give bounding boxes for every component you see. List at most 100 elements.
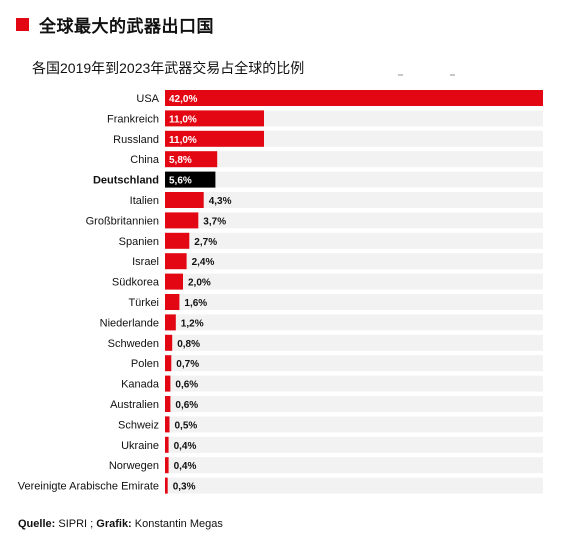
bar-row: Israel 2,4% — [132, 253, 543, 270]
bar-row: Niederlande 1,2% — [100, 314, 543, 331]
bar — [165, 355, 172, 372]
bar-row: China 5,8% — [130, 151, 543, 168]
bar-track — [165, 314, 543, 331]
value-label: 0,4% — [174, 441, 197, 452]
bar — [165, 232, 190, 249]
value-label: 5,8% — [169, 155, 192, 166]
bar-track — [165, 436, 543, 453]
category-label: Vereinigte Arabische Emirate — [18, 481, 159, 493]
category-label: Israel — [132, 256, 159, 268]
value-label: 11,0% — [169, 114, 197, 125]
bar-track — [165, 457, 543, 474]
bar — [165, 457, 169, 474]
graphic-label: Grafik: — [96, 518, 132, 530]
bar-track — [165, 171, 543, 188]
title-marker — [16, 17, 29, 31]
value-label: 42,0% — [169, 94, 197, 105]
bar-row: Türkei 1,6% — [128, 294, 543, 310]
category-label: USA — [136, 93, 159, 105]
bar-track — [165, 232, 543, 249]
value-label: 2,4% — [192, 257, 215, 268]
decor-mark — [450, 74, 455, 76]
value-label: 0,5% — [175, 420, 198, 431]
value-label: 0,3% — [173, 482, 196, 493]
source-value: SIPRI ; — [55, 518, 97, 530]
bar-track — [165, 151, 543, 168]
bar-row: Schweiz 0,5% — [118, 416, 543, 433]
category-label: Schweden — [108, 338, 159, 350]
category-label: Ukraine — [121, 440, 159, 452]
bar — [165, 416, 170, 433]
value-label: 2,7% — [194, 237, 217, 248]
chart-subtitle: 各国2019年到2023年武器交易占全球的比例 — [32, 60, 305, 76]
value-label: 0,7% — [176, 359, 199, 370]
source-label: Quelle: — [18, 518, 56, 530]
category-label: Italien — [130, 195, 159, 207]
bar — [165, 171, 216, 188]
value-label: 0,6% — [175, 380, 198, 391]
value-label: 5,6% — [169, 176, 192, 187]
bar — [165, 90, 543, 106]
bar-track — [165, 416, 543, 433]
bar-track — [165, 334, 543, 351]
bar-row: Spanien 2,7% — [119, 232, 543, 249]
category-label: Russland — [113, 134, 159, 146]
bar-track — [165, 212, 543, 229]
chart-header: 全球最大的武器出口国 — [16, 12, 214, 36]
bar-track — [165, 253, 543, 270]
category-label: Niederlande — [100, 317, 159, 329]
value-label: 1,6% — [184, 298, 207, 309]
category-label: Deutschland — [93, 175, 159, 187]
category-label: Südkorea — [112, 277, 160, 289]
bar-row: Ukraine 0,4% — [121, 436, 543, 453]
bar-row: Russland 11,0% — [113, 130, 543, 147]
bar — [165, 212, 199, 229]
bar-row: Kanada 0,6% — [121, 375, 543, 392]
category-label: Norwegen — [109, 460, 159, 472]
category-label: Türkei — [128, 297, 159, 309]
bar — [165, 334, 173, 351]
bar-row: Polen 0,7% — [131, 355, 543, 372]
value-label: 11,0% — [169, 135, 197, 146]
bar — [165, 477, 168, 494]
bar-row: Deutschland 5,6% — [93, 171, 543, 188]
bar — [165, 294, 180, 310]
bar — [165, 436, 169, 453]
bar-track — [165, 396, 543, 412]
category-label: China — [130, 154, 160, 166]
bar — [165, 273, 183, 290]
bar-row: USA 42,0% — [136, 90, 543, 106]
value-label: 1,2% — [181, 318, 204, 329]
category-label: Schweiz — [118, 419, 159, 431]
bar-track — [165, 192, 543, 208]
category-label: Australien — [110, 399, 159, 411]
bar-row: Norwegen 0,4% — [109, 457, 543, 474]
bar — [165, 396, 171, 412]
category-label: Großbritannien — [86, 215, 159, 227]
category-label: Kanada — [121, 379, 160, 391]
bar-track — [165, 294, 543, 310]
category-label: Spanien — [119, 236, 159, 248]
bar — [165, 192, 204, 208]
bar-row: Vereinigte Arabische Emirate 0,3% — [18, 477, 543, 494]
bar-row: Frankreich 11,0% — [107, 110, 543, 127]
bar-track — [165, 355, 543, 372]
decor-mark — [398, 74, 403, 76]
category-label: Frankreich — [107, 113, 159, 125]
bar-row: Australien 0,6% — [110, 396, 543, 412]
bar — [165, 130, 264, 147]
value-label: 0,6% — [175, 400, 198, 411]
bar — [165, 314, 176, 331]
value-label: 0,4% — [174, 461, 197, 472]
value-label: 2,0% — [188, 278, 211, 289]
bar-row: Südkorea 2,0% — [112, 273, 543, 290]
category-label: Polen — [131, 358, 159, 370]
bar — [165, 375, 171, 392]
bar — [165, 151, 218, 168]
bar-row: Großbritannien 3,7% — [86, 212, 543, 229]
bar — [165, 110, 264, 127]
bar-row: Schweden 0,8% — [108, 334, 543, 351]
value-label: 3,7% — [203, 216, 226, 227]
bar-track — [165, 375, 543, 392]
